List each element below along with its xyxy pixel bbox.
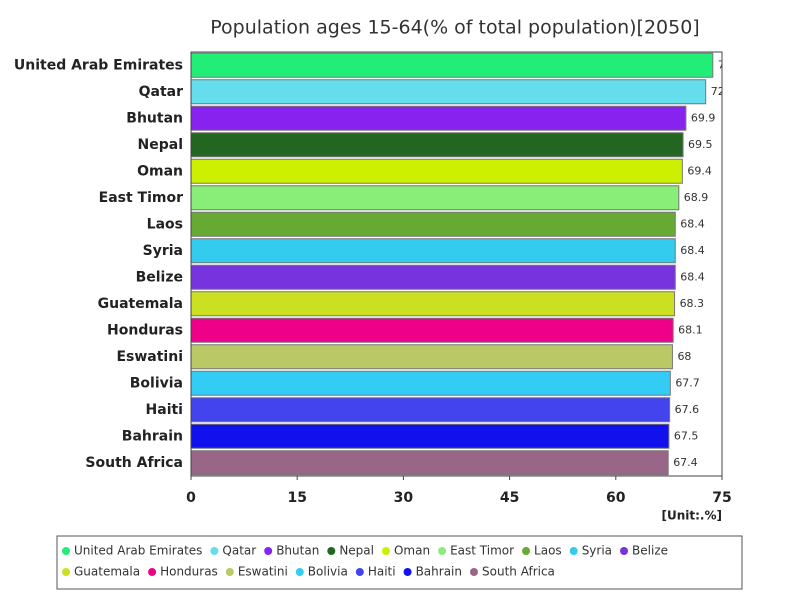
value-label: 68.9 xyxy=(684,191,709,204)
legend-label: Honduras xyxy=(160,565,218,579)
legend-label: South Africa xyxy=(482,565,555,579)
plot-area: 73.7 72.7 69.9 69.5 69.4 68.9 68.4 68.4 68.4 68.3… xyxy=(191,52,743,476)
legend-swatch xyxy=(148,568,157,576)
value-label: 69.9 xyxy=(691,111,716,124)
x-tick-label: 30 xyxy=(394,490,414,506)
y-tick-label: Eswatini xyxy=(116,349,183,365)
y-tick-label: Haiti xyxy=(146,402,183,418)
bar xyxy=(191,291,676,317)
y-tick-label: Nepal xyxy=(138,137,183,153)
x-tick-label: 60 xyxy=(606,490,626,506)
y-tick-label: Qatar xyxy=(139,84,183,100)
legend-swatch xyxy=(438,547,447,555)
legend-label: Oman xyxy=(394,544,430,558)
legend-label: Bhutan xyxy=(276,544,319,558)
value-label: 67.6 xyxy=(675,403,700,416)
legend-swatch xyxy=(62,568,70,576)
y-tick-label: Oman xyxy=(137,163,183,179)
legend-swatch xyxy=(470,568,478,576)
legend-label: East Timor xyxy=(450,544,514,558)
bar xyxy=(191,185,680,211)
legend-label: Bolivia xyxy=(308,565,348,579)
bar xyxy=(191,317,674,343)
bar xyxy=(191,423,670,449)
legend-label: Guatemala xyxy=(74,565,140,579)
bar xyxy=(191,105,687,131)
y-tick-label: Bolivia xyxy=(130,375,183,391)
legend-swatch xyxy=(264,547,273,555)
legend-box xyxy=(56,535,743,590)
x-tick-label: 45 xyxy=(500,490,519,506)
y-tick-label: East Timor xyxy=(99,190,183,206)
chart-title: Population ages 15-64(% of total populat… xyxy=(210,17,699,39)
legend-label: Eswatini xyxy=(238,565,288,579)
legend-label: Nepal xyxy=(339,544,374,558)
y-tick-label: South Africa xyxy=(85,455,183,471)
y-tick-label: Guatemala xyxy=(98,296,183,312)
legend-swatch xyxy=(569,547,578,555)
legend-label: Syria xyxy=(582,544,612,558)
value-label: 69.5 xyxy=(688,138,713,151)
legend-label: Belize xyxy=(632,544,668,558)
bar xyxy=(191,344,673,370)
value-label: 67.7 xyxy=(675,376,700,389)
legend-swatch xyxy=(620,547,629,555)
bar xyxy=(191,370,671,396)
value-label: 69.4 xyxy=(687,164,712,177)
value-label: 72.7 xyxy=(711,85,736,98)
y-tick-label: United Arab Emirates xyxy=(14,57,183,73)
legend-label: Qatar xyxy=(222,544,256,558)
unit-label: [Unit:.%] xyxy=(662,509,723,523)
y-tick-label: Honduras xyxy=(107,322,183,338)
y-tick-label: Bahrain xyxy=(122,428,183,444)
bar xyxy=(191,52,714,78)
bar xyxy=(191,211,676,237)
y-tick-label: Syria xyxy=(143,243,183,259)
value-label: 68 xyxy=(677,350,691,363)
value-label: 67.5 xyxy=(674,429,699,442)
bar xyxy=(191,79,707,105)
legend-swatch xyxy=(210,547,219,555)
legend-swatch xyxy=(403,568,412,576)
bar xyxy=(191,450,669,476)
x-tick-label: 15 xyxy=(287,490,306,506)
bar xyxy=(191,158,683,184)
bar xyxy=(191,264,676,290)
legend-swatch xyxy=(381,547,390,555)
bar xyxy=(191,238,676,264)
legend-swatch xyxy=(522,547,531,555)
legend-label: United Arab Emirates xyxy=(74,544,202,558)
value-label: 67.4 xyxy=(673,456,698,469)
value-label: 68.4 xyxy=(680,270,705,283)
plot-frame xyxy=(190,51,723,477)
y-tick-label: Laos xyxy=(147,216,183,232)
bar xyxy=(191,132,684,158)
y-tick-label: Belize xyxy=(136,269,183,285)
legend-label: Laos xyxy=(534,544,562,558)
legend-swatch xyxy=(327,547,336,555)
value-label: 68.3 xyxy=(680,297,705,310)
value-label: 68.4 xyxy=(680,217,705,230)
y-tick-label: Bhutan xyxy=(126,110,183,126)
bar xyxy=(191,397,671,423)
value-label: 73.7 xyxy=(718,58,743,71)
legend-swatch xyxy=(225,568,234,576)
legend-swatch xyxy=(62,547,70,555)
value-label: 68.1 xyxy=(678,323,703,336)
legend-label: Bahrain xyxy=(416,565,462,579)
value-label: 68.4 xyxy=(680,244,705,257)
x-tick-label: 0 xyxy=(186,490,196,506)
x-tick-label: 75 xyxy=(712,490,731,506)
legend-label: Haiti xyxy=(368,565,396,579)
legend-swatch xyxy=(295,568,304,576)
legend-swatch xyxy=(355,568,364,576)
